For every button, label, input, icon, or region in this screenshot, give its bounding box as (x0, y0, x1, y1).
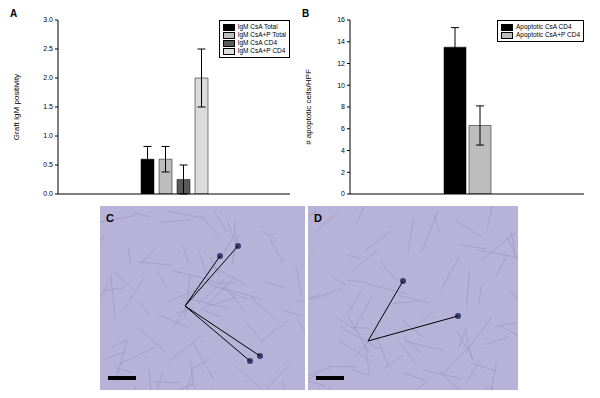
svg-text:2: 2 (341, 169, 345, 176)
svg-text:0.5: 0.5 (43, 161, 53, 168)
html-text:Apoptotic CsA+P CD4: Apoptotic CsA+P CD4 (516, 31, 580, 38)
svg-text:10: 10 (337, 82, 345, 89)
svg-text:0.0: 0.0 (43, 190, 53, 197)
svg-text:1.5: 1.5 (43, 103, 53, 110)
svg-text:4: 4 (341, 147, 345, 154)
svg-text:2.5: 2.5 (43, 45, 53, 52)
svg-text:8: 8 (341, 103, 345, 110)
html-text:Apoptotic CsA CD4: Apoptotic CsA CD4 (516, 23, 572, 30)
html-text:IgM CsA Total: IgM CsA Total (237, 23, 278, 30)
svg-text:C: C (106, 212, 114, 224)
svg-text:12: 12 (337, 60, 345, 67)
html-text:A: A (10, 8, 18, 19)
svg-text:16: 16 (337, 16, 345, 23)
svg-text:6: 6 (341, 125, 345, 132)
html-text:IgM CsA+P CD4: IgM CsA+P CD4 (237, 47, 286, 54)
svg-text:D: D (314, 212, 322, 224)
svg-text:14: 14 (337, 38, 345, 45)
svg-text:2.0: 2.0 (43, 74, 53, 81)
svg-text:# apoptotic cells/HPF: # apoptotic cells/HPF (304, 69, 313, 145)
html-text:B: B (302, 8, 310, 19)
svg-text:1.0: 1.0 (43, 132, 53, 139)
svg-text:Graft IgM positivity: Graft IgM positivity (12, 74, 21, 140)
svg-text:0: 0 (341, 190, 345, 197)
html-text:IgM CsA+P Total: IgM CsA+P Total (237, 31, 286, 38)
svg-text:3.0: 3.0 (43, 16, 53, 23)
html-text:IgM CsA CD4: IgM CsA CD4 (237, 39, 277, 46)
